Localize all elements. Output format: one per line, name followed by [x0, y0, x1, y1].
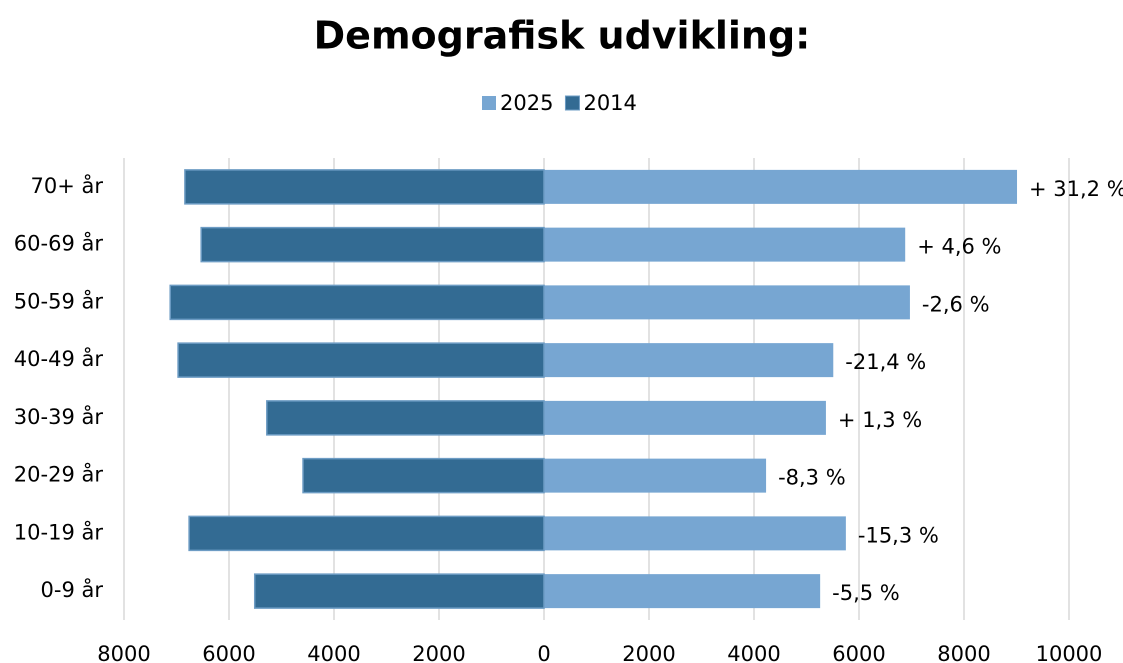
y-tick-label: 60-69 år — [14, 231, 104, 256]
x-tick-label: 0 — [537, 642, 550, 663]
bar — [302, 457, 545, 494]
y-tick-label: 30-39 år — [14, 404, 104, 429]
y-tick-label: 10-19 år — [14, 519, 104, 544]
annotation: -5,5 % — [832, 581, 900, 605]
x-tick-label: 8000 — [937, 642, 990, 663]
legend-swatch — [564, 95, 580, 111]
annotation: + 1,3 % — [838, 408, 922, 432]
bar — [200, 226, 545, 263]
bar — [544, 285, 910, 320]
bar — [544, 169, 1018, 204]
y-tick-label: 50-59 år — [14, 288, 104, 313]
y-tick-label: 0-9 år — [41, 577, 104, 602]
annotation: -15,3 % — [858, 523, 939, 547]
bar — [188, 515, 545, 552]
annotation: -2,6 % — [922, 292, 990, 316]
annotation: + 4,6 % — [917, 235, 1001, 259]
bar — [266, 400, 545, 436]
bar — [544, 343, 834, 378]
bar — [544, 516, 846, 551]
bar — [544, 400, 826, 435]
x-tick-label: 4000 — [727, 642, 780, 663]
x-tick-label: 2000 — [412, 642, 465, 663]
annotation: + 31,2 % — [1029, 177, 1123, 201]
chart-title: Demografisk udvikling: — [314, 14, 811, 58]
annotation: -8,3 % — [778, 466, 846, 490]
x-tick-label: 4000 — [307, 642, 360, 663]
bar — [544, 227, 906, 262]
bar — [169, 284, 545, 321]
y-tick-label: 40-49 år — [14, 346, 104, 371]
x-tick-label: 10000 — [1036, 642, 1103, 663]
y-tick-label: 20-29 år — [14, 462, 104, 487]
legend-swatch — [482, 96, 496, 110]
legend-label: 2025 — [500, 91, 553, 115]
bar — [253, 573, 545, 609]
bar — [544, 574, 821, 609]
bar — [544, 458, 767, 493]
x-tick-label: 6000 — [832, 642, 885, 663]
bar — [177, 342, 545, 378]
x-tick-label: 2000 — [622, 642, 675, 663]
y-tick-label: 70+ år — [31, 173, 104, 198]
x-tick-label: 6000 — [202, 642, 255, 663]
legend-label: 2014 — [583, 91, 636, 115]
x-tick-label: 8000 — [97, 642, 150, 663]
annotation: -21,4 % — [845, 350, 926, 374]
bar — [184, 169, 545, 205]
